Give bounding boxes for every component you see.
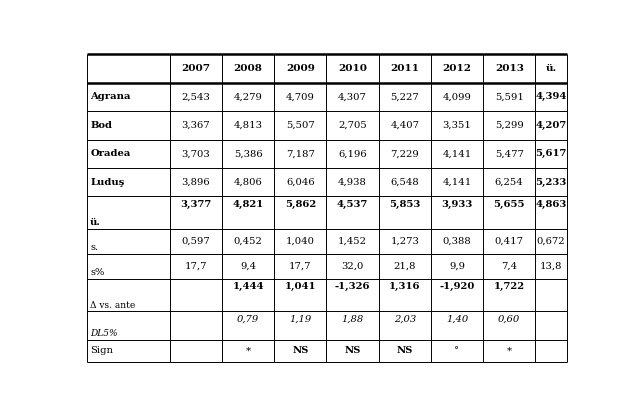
Text: 1,316: 1,316	[389, 282, 420, 291]
Text: 1,444: 1,444	[232, 282, 264, 291]
Text: 5,299: 5,299	[495, 121, 524, 130]
Text: 2,705: 2,705	[338, 121, 367, 130]
Text: 6,254: 6,254	[495, 178, 524, 187]
Text: 4,813: 4,813	[234, 121, 263, 130]
Text: 6,548: 6,548	[390, 178, 419, 187]
Text: 4,821: 4,821	[232, 199, 263, 208]
Text: NS: NS	[292, 346, 309, 356]
Text: 5,655: 5,655	[493, 199, 525, 208]
Text: 0,60: 0,60	[498, 315, 521, 324]
Text: s%: s%	[90, 268, 105, 277]
Text: 0,388: 0,388	[443, 237, 471, 246]
Text: 0,452: 0,452	[234, 237, 263, 246]
Text: 3,703: 3,703	[181, 149, 211, 158]
Text: 2,543: 2,543	[181, 92, 211, 101]
Text: 3,351: 3,351	[443, 121, 471, 130]
Text: °: °	[454, 346, 459, 356]
Text: 4,141: 4,141	[442, 149, 471, 158]
Text: 2008: 2008	[234, 64, 263, 73]
Text: 0,79: 0,79	[237, 315, 259, 324]
Text: 4,709: 4,709	[286, 92, 315, 101]
Text: 3,896: 3,896	[182, 178, 210, 187]
Text: 21,8: 21,8	[394, 262, 416, 271]
Text: -1,326: -1,326	[335, 282, 370, 291]
Text: 9,4: 9,4	[240, 262, 256, 271]
Text: 4,863: 4,863	[535, 199, 567, 208]
Text: *: *	[246, 346, 251, 356]
Text: 5,477: 5,477	[495, 149, 524, 158]
Text: 4,537: 4,537	[337, 199, 368, 208]
Text: 1,88: 1,88	[341, 315, 364, 324]
Text: 5,233: 5,233	[535, 178, 567, 187]
Text: 4,407: 4,407	[390, 121, 419, 130]
Text: 6,196: 6,196	[338, 149, 367, 158]
Text: 7,4: 7,4	[501, 262, 517, 271]
Text: 2,03: 2,03	[394, 315, 416, 324]
Text: 3,367: 3,367	[182, 121, 210, 130]
Text: 6,046: 6,046	[286, 178, 315, 187]
Text: 4,394: 4,394	[535, 92, 567, 101]
Text: 32,0: 32,0	[341, 262, 364, 271]
Text: Oradea: Oradea	[90, 149, 131, 158]
Text: 4,099: 4,099	[443, 92, 471, 101]
Text: ü.: ü.	[545, 64, 557, 73]
Text: 17,7: 17,7	[184, 262, 207, 271]
Text: 4,806: 4,806	[234, 178, 262, 187]
Text: 0,417: 0,417	[494, 237, 524, 246]
Text: 7,229: 7,229	[390, 149, 419, 158]
Text: ü.: ü.	[90, 218, 101, 227]
Text: 3,933: 3,933	[441, 199, 473, 208]
Text: 5,853: 5,853	[389, 199, 420, 208]
Text: 13,8: 13,8	[540, 262, 562, 271]
Text: 5,227: 5,227	[390, 92, 419, 101]
Text: 1,040: 1,040	[286, 237, 315, 246]
Text: 1,40: 1,40	[446, 315, 468, 324]
Text: 1,722: 1,722	[494, 282, 525, 291]
Text: *: *	[507, 346, 512, 356]
Text: NS: NS	[345, 346, 360, 356]
Text: 0,597: 0,597	[181, 237, 211, 246]
Text: 7,187: 7,187	[286, 149, 315, 158]
Text: Sign: Sign	[90, 346, 113, 356]
Text: 5,386: 5,386	[234, 149, 262, 158]
Text: 4,307: 4,307	[338, 92, 367, 101]
Text: Agrana: Agrana	[90, 92, 131, 101]
Text: Luduş: Luduş	[90, 178, 124, 187]
Text: 1,19: 1,19	[289, 315, 311, 324]
Text: 1,452: 1,452	[338, 237, 367, 246]
Text: 2010: 2010	[338, 64, 367, 73]
Text: 2013: 2013	[495, 64, 524, 73]
Text: 4,279: 4,279	[234, 92, 263, 101]
Text: 5,591: 5,591	[495, 92, 524, 101]
Text: 4,938: 4,938	[338, 178, 367, 187]
Text: 3,377: 3,377	[181, 199, 212, 208]
Text: 5,862: 5,862	[285, 199, 316, 208]
Text: 4,207: 4,207	[535, 121, 567, 130]
Text: -1,920: -1,920	[440, 282, 475, 291]
Text: 17,7: 17,7	[289, 262, 311, 271]
Text: 2011: 2011	[390, 64, 419, 73]
Text: Δ vs. ante: Δ vs. ante	[90, 301, 135, 309]
Text: s.: s.	[90, 243, 98, 252]
Text: DL5%: DL5%	[90, 329, 117, 338]
Text: 4,141: 4,141	[442, 178, 471, 187]
Text: 2012: 2012	[443, 64, 471, 73]
Text: 5,507: 5,507	[286, 121, 315, 130]
Text: 0,672: 0,672	[537, 237, 565, 246]
Text: 2007: 2007	[181, 64, 211, 73]
Text: NS: NS	[397, 346, 413, 356]
Text: 2009: 2009	[286, 64, 315, 73]
Text: 5,617: 5,617	[535, 149, 567, 158]
Text: 9,9: 9,9	[449, 262, 465, 271]
Text: 1,273: 1,273	[390, 237, 419, 246]
Text: Bod: Bod	[90, 121, 112, 130]
Text: 1,041: 1,041	[285, 282, 316, 291]
